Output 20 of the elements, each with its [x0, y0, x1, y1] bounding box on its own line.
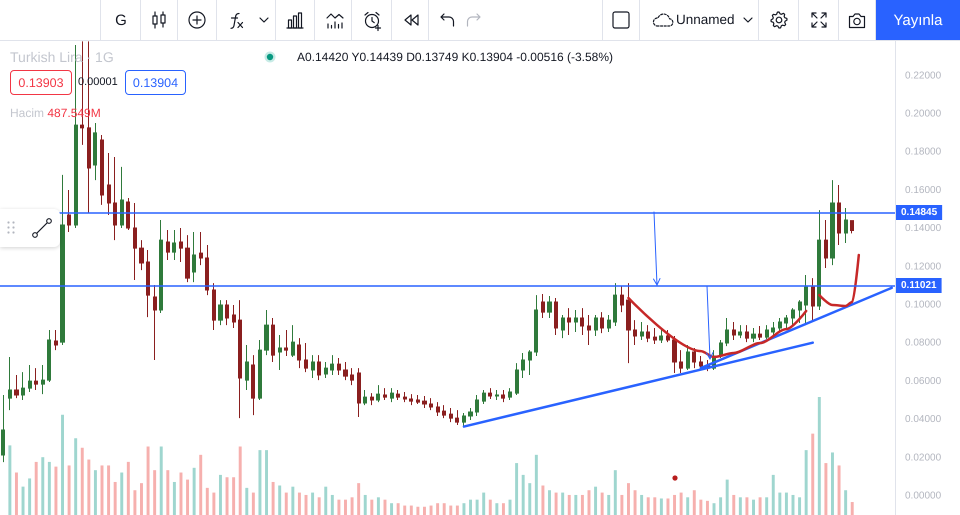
y-tick-label: 0.22000	[905, 70, 942, 82]
y-tick-label: 0.06000	[905, 376, 942, 387]
y-tick-label: 0.00000	[905, 490, 942, 502]
annotation: 0.13903	[10, 70, 72, 95]
text: G	[101, 0, 141, 40]
y-tick-label: 0.20000	[905, 108, 942, 120]
ref-line-label: 0.14845	[901, 206, 938, 218]
button: Yayınla	[876, 0, 960, 40]
y-tick-label: 0.10000	[905, 300, 942, 311]
y-tick-label: 0.02000	[905, 452, 942, 464]
text: A0.14420 Y0.14439 D0.13749 K0.13904 -0.00516 (-3.58%)	[297, 50, 614, 64]
y-tick-label: 0.08000	[905, 338, 942, 349]
text: Unnamed	[676, 12, 735, 27]
y-tick-label: 0.14000	[905, 223, 942, 234]
ref-line-label: 0.11021	[901, 280, 938, 292]
annotation: 0.13904	[125, 70, 186, 95]
y-tick-label: 0.18000	[905, 146, 942, 158]
y-tick-label: 0.12000	[905, 261, 942, 272]
y-tick-label: 0.04000	[905, 414, 942, 426]
y-tick-label: 0.16000	[905, 184, 942, 196]
